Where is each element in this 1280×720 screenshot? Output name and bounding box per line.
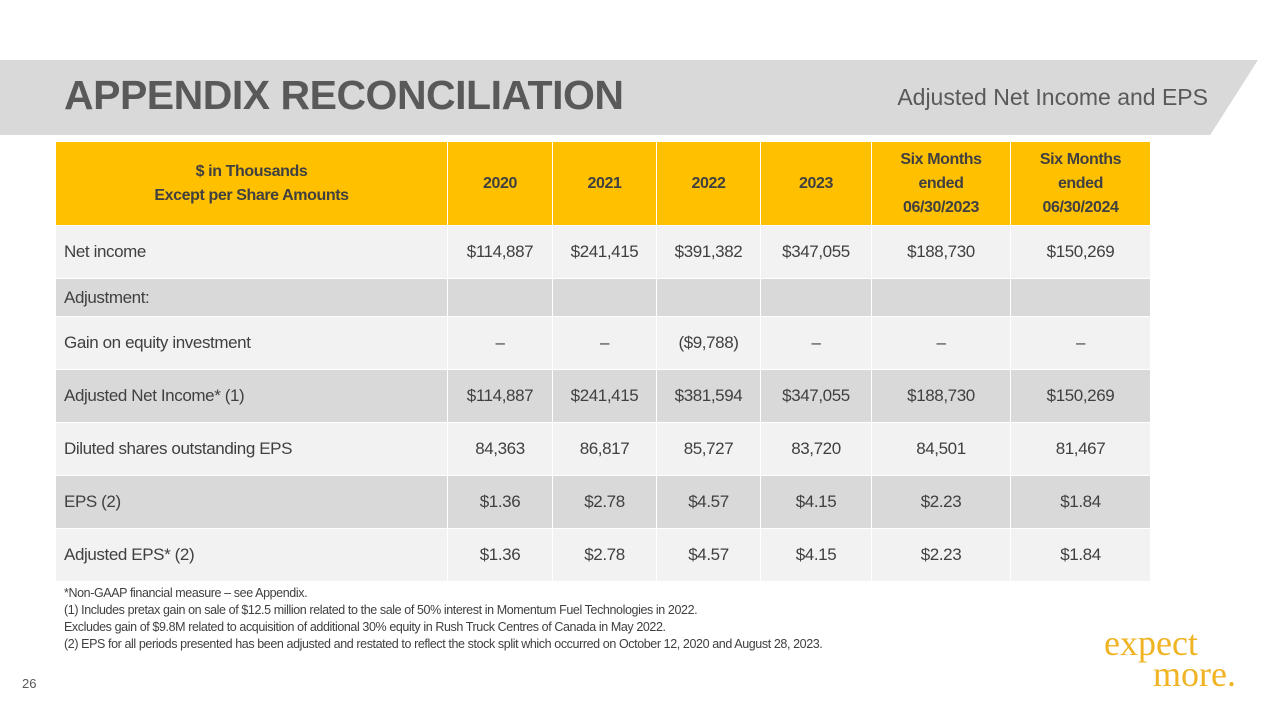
table-cell: –	[1010, 316, 1151, 370]
table-cell	[1010, 278, 1151, 317]
row-label: EPS (2)	[56, 475, 448, 529]
table-cell: $2.78	[552, 528, 657, 582]
table-cell: $1.84	[1010, 528, 1151, 582]
table-cell: –	[447, 316, 553, 370]
column-header: 2021	[552, 142, 657, 226]
table-row: EPS (2) $1.36 $2.78 $4.57 $4.15 $2.23 $1.84	[56, 475, 1151, 529]
logo-line: expect	[1104, 623, 1198, 663]
column-header: Six Months ended 06/30/2024	[1010, 142, 1151, 226]
table-cell: $2.78	[552, 475, 657, 529]
title-banner	[0, 60, 1258, 135]
table-cell	[760, 278, 872, 317]
table-cell: ($9,788)	[656, 316, 761, 370]
table-row: Gain on equity investment – – ($9,788) – – –	[56, 316, 1151, 370]
footnote: (1) Includes pretax gain on sale of $12.…	[64, 603, 698, 617]
column-header: 2023	[760, 142, 872, 226]
table-cell: 85,727	[656, 422, 761, 476]
table-cell	[552, 278, 657, 317]
footnote: Excludes gain of $9.8M related to acquis…	[64, 620, 666, 634]
table-cell: $347,055	[760, 225, 872, 279]
table-cell: $381,594	[656, 369, 761, 423]
row-label: Net income	[56, 225, 448, 279]
table-cell: $391,382	[656, 225, 761, 279]
table-cell: $1.36	[447, 528, 553, 582]
table-row: Diluted shares outstanding EPS 84,363 86,8…	[56, 422, 1151, 476]
expect-more-logo: expect more.	[1104, 623, 1236, 694]
page-subtitle: Adjusted Net Income and EPS	[897, 84, 1208, 110]
table-cell: $241,415	[552, 225, 657, 279]
table-cell: $150,269	[1010, 369, 1151, 423]
table-cell: 84,501	[871, 422, 1011, 476]
column-header: Six Months ended 06/30/2023	[871, 142, 1011, 226]
table-cell: –	[871, 316, 1011, 370]
table-cell: $1.36	[447, 475, 553, 529]
table-cell: $2.23	[871, 475, 1011, 529]
table-cell	[447, 278, 553, 317]
column-header: 2020	[447, 142, 553, 226]
row-label: Adjusted Net Income* (1)	[56, 369, 448, 423]
table-cell: $241,415	[552, 369, 657, 423]
footnote: *Non-GAAP financial measure – see Append…	[64, 586, 308, 600]
row-label: Adjustment:	[56, 278, 448, 317]
table-cell: $4.57	[656, 528, 761, 582]
table-cell: 86,817	[552, 422, 657, 476]
table-cell: 83,720	[760, 422, 872, 476]
column-header: $ in Thousands Except per Share Amounts	[56, 142, 448, 226]
row-label: Adjusted EPS* (2)	[56, 528, 448, 582]
page-number: 26	[22, 676, 37, 691]
reconciliation-table: $ in Thousands Except per Share Amounts 2…	[56, 142, 1151, 582]
table-cell: $150,269	[1010, 225, 1151, 279]
table-cell: $347,055	[760, 369, 872, 423]
row-label: Diluted shares outstanding EPS	[56, 422, 448, 476]
table-cell: $114,887	[447, 369, 553, 423]
table-row: Adjustment:	[56, 278, 1151, 317]
table-cell	[656, 278, 761, 317]
table-cell: $114,887	[447, 225, 553, 279]
table-cell: $4.57	[656, 475, 761, 529]
table-cell: $1.84	[1010, 475, 1151, 529]
table-cell: 84,363	[447, 422, 553, 476]
column-header: 2022	[656, 142, 761, 226]
table-cell: $2.23	[871, 528, 1011, 582]
table-cell: –	[552, 316, 657, 370]
table-row: Net income $114,887 $241,415 $391,382 $347,0…	[56, 225, 1151, 279]
table-cell: –	[760, 316, 872, 370]
table-cell: $4.15	[760, 475, 872, 529]
table-cell: $188,730	[871, 369, 1011, 423]
footnote: (2) EPS for all periods presented has be…	[64, 637, 823, 651]
table-row: Adjusted EPS* (2) $1.36 $2.78 $4.57 $4.15 $2.…	[56, 528, 1151, 582]
table-cell	[871, 278, 1011, 317]
table-row: Adjusted Net Income* (1) $114,887 $241,415…	[56, 369, 1151, 423]
table-cell: $4.15	[760, 528, 872, 582]
table-cell: 81,467	[1010, 422, 1151, 476]
table-cell: $188,730	[871, 225, 1011, 279]
logo-line: more.	[1153, 654, 1236, 694]
page-title: APPENDIX RECONCILIATION	[64, 72, 624, 118]
row-label: Gain on equity investment	[56, 316, 448, 370]
footnotes: *Non-GAAP financial measure – see Append…	[64, 585, 823, 653]
